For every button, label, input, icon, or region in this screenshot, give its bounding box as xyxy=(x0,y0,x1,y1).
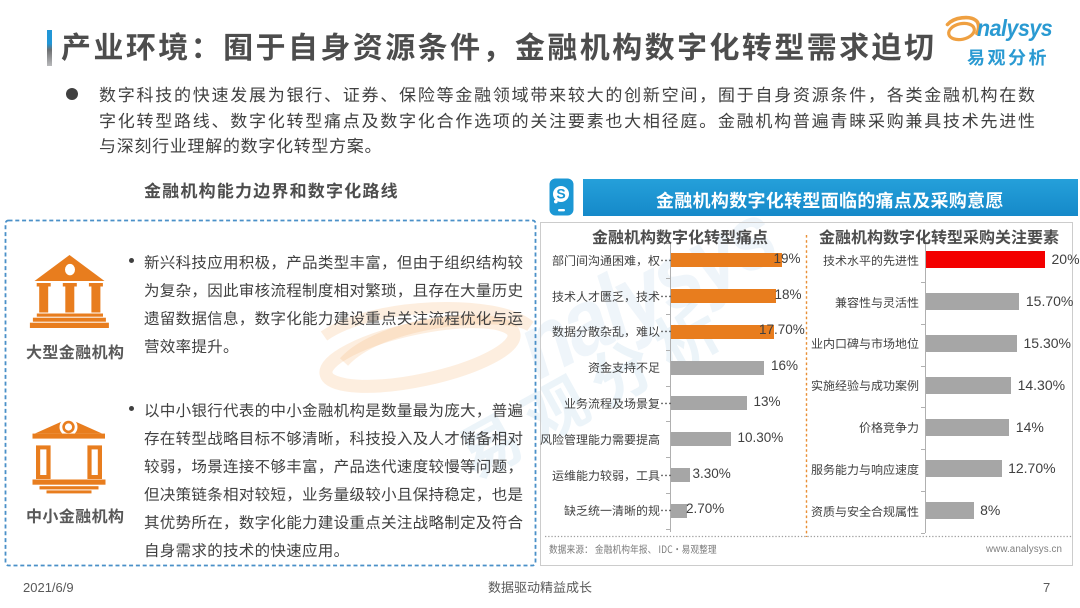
svg-text:S: S xyxy=(556,186,565,202)
